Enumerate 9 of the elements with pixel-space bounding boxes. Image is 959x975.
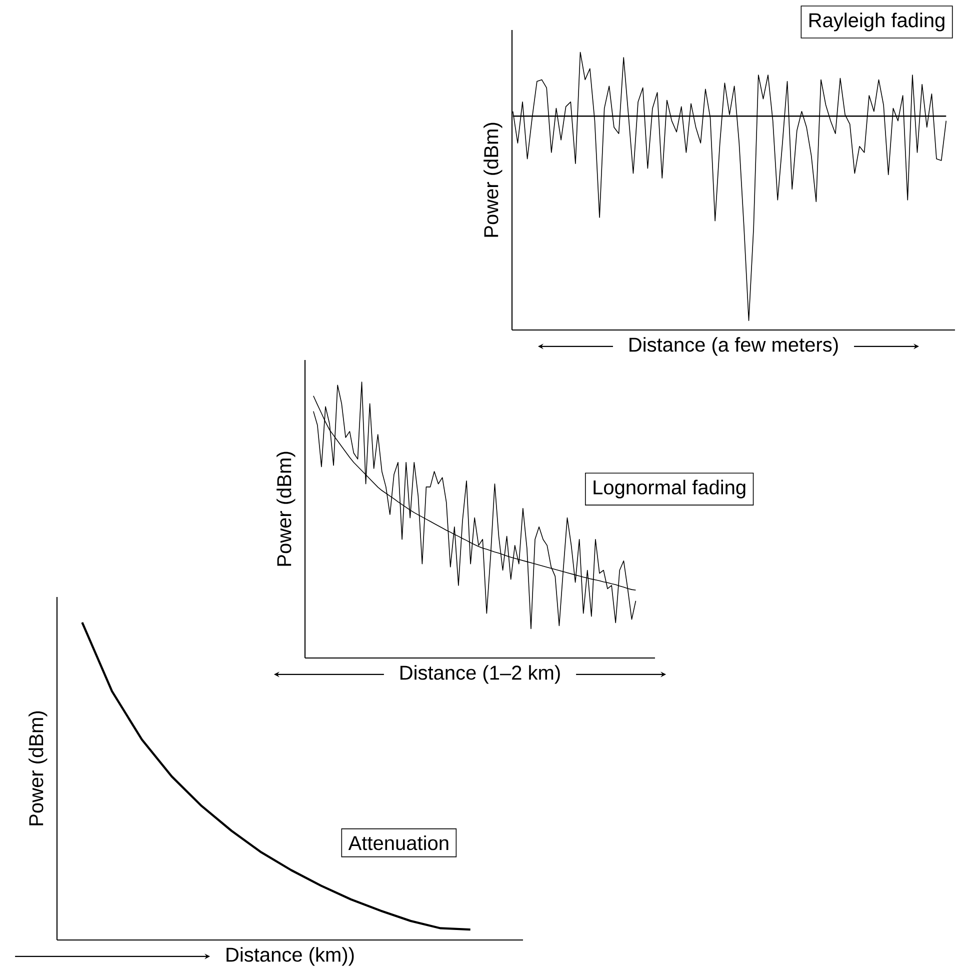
y-axis-title: Power (dBm) [276,452,296,566]
chart-title: Rayleigh fading [809,12,944,32]
y-axis-title: Power (dBm) [28,711,48,826]
y-axis-title: Power (dBm) [484,122,502,237]
x-axis-title: Distance (km)) [226,947,354,966]
text: Attenuation [348,835,448,850]
x-axis-title: Distance (1–2 km) [400,665,560,684]
x-axis-title: Distance (a few meters) [630,337,838,356]
text: Lognormal fading [594,480,746,498]
